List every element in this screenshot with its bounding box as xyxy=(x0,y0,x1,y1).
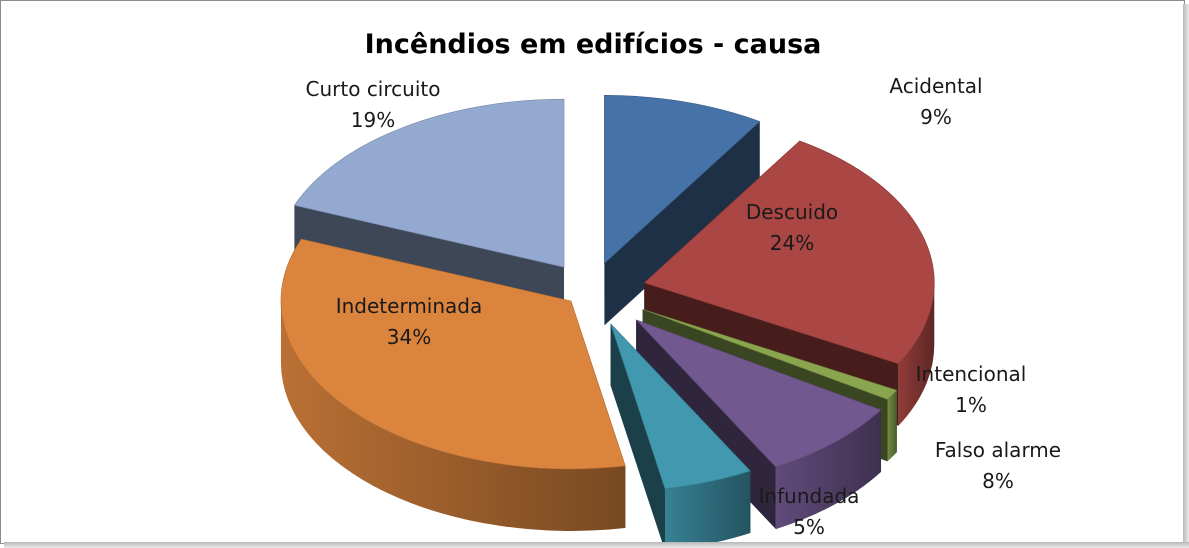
slice-percent-label: 34% xyxy=(387,325,431,349)
slice-label: Descuido xyxy=(746,200,838,224)
slice-infundada xyxy=(610,323,751,490)
slice-labels: Acidental 9% Descuido 24% Intencional 1% Falso… xyxy=(306,74,1062,539)
pie-tops xyxy=(280,95,935,490)
slice-percent-label: 24% xyxy=(770,231,814,255)
slice-label: Falso alarme xyxy=(935,438,1061,462)
frame-shadow-right xyxy=(1183,4,1189,548)
slice-descuido xyxy=(643,140,935,365)
slice-label: Indeterminada xyxy=(336,294,483,318)
slice-intencional xyxy=(642,309,898,400)
slice-percent-label: 9% xyxy=(920,105,952,129)
slice-curto-circuito xyxy=(293,98,565,268)
slice-percent-label: 19% xyxy=(351,108,395,132)
slice-percent-label: 1% xyxy=(955,393,987,417)
slice-label: Infundada xyxy=(759,484,860,508)
slice-falso-alarme xyxy=(635,319,882,468)
slice-indeterminada xyxy=(280,238,626,470)
slice-acidental xyxy=(604,95,761,265)
slice-side xyxy=(775,409,882,530)
slice-label: Acidental xyxy=(889,74,982,98)
frame-shadow-bottom xyxy=(4,542,1189,548)
slice-side xyxy=(898,282,935,426)
slice-side xyxy=(887,390,897,462)
slice-label: Curto circuito xyxy=(306,77,441,101)
slice-wall xyxy=(610,323,665,543)
slice-side xyxy=(280,300,626,531)
slice-percent-label: 8% xyxy=(982,469,1014,493)
slice-wall xyxy=(604,121,760,326)
slice-label: Intencional xyxy=(916,362,1027,386)
slice-side xyxy=(664,470,751,543)
chart-title: Incêndios em edifícios - causa xyxy=(365,29,822,60)
slice-percent-label: 5% xyxy=(793,515,825,539)
